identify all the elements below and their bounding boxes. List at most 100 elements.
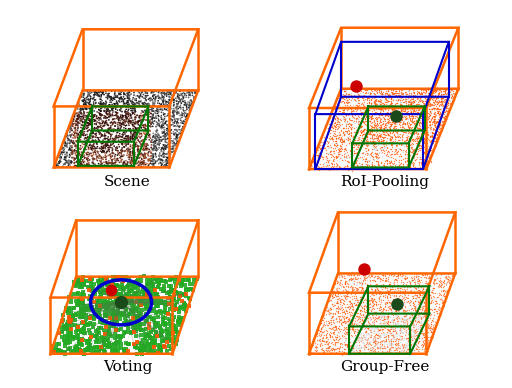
Point xyxy=(424,131,432,137)
Point xyxy=(139,118,147,124)
Point xyxy=(435,304,443,310)
Point xyxy=(452,89,460,95)
Point xyxy=(115,91,123,97)
Point xyxy=(359,271,367,277)
Point xyxy=(392,143,400,149)
Point xyxy=(386,292,394,298)
Point xyxy=(391,106,399,113)
Point xyxy=(394,114,402,120)
Point xyxy=(134,93,142,99)
Point xyxy=(68,338,76,344)
Point xyxy=(378,312,387,319)
Point xyxy=(401,298,410,305)
Point xyxy=(122,322,130,328)
Point xyxy=(392,317,400,324)
Point xyxy=(160,286,168,292)
Point xyxy=(161,136,169,142)
Point xyxy=(379,283,387,289)
Point xyxy=(97,92,105,99)
Point xyxy=(95,131,103,137)
Point xyxy=(348,269,356,275)
Point xyxy=(356,303,365,309)
Point xyxy=(360,308,368,314)
Point xyxy=(358,324,366,330)
Point xyxy=(409,138,417,144)
Point xyxy=(135,322,143,328)
Point xyxy=(347,161,355,168)
Point xyxy=(151,144,159,151)
Point xyxy=(173,140,181,146)
Point xyxy=(339,164,348,170)
Point xyxy=(353,157,361,163)
Point xyxy=(98,132,106,139)
Point xyxy=(101,142,110,148)
Point xyxy=(141,155,150,161)
Point xyxy=(382,307,391,313)
Point xyxy=(421,296,430,303)
Point xyxy=(383,160,391,166)
Point xyxy=(86,90,94,97)
Point xyxy=(385,281,393,287)
Point xyxy=(136,346,144,352)
Point xyxy=(420,157,429,163)
Point xyxy=(144,344,153,350)
Point xyxy=(311,163,319,170)
Point xyxy=(84,338,92,344)
Point xyxy=(137,343,145,350)
Point xyxy=(88,309,96,315)
Point xyxy=(427,325,435,331)
Point xyxy=(186,102,194,108)
Point xyxy=(168,146,176,152)
Point xyxy=(163,142,171,149)
Point xyxy=(332,339,340,345)
Point xyxy=(421,314,430,320)
Point xyxy=(154,156,162,163)
Point xyxy=(120,321,128,327)
Point xyxy=(319,334,327,340)
Point xyxy=(380,131,388,137)
Point xyxy=(61,154,69,160)
Point xyxy=(422,93,431,99)
Point xyxy=(355,165,364,171)
Point xyxy=(145,305,153,311)
Point xyxy=(432,112,440,118)
Point xyxy=(356,330,365,336)
Point xyxy=(141,301,150,307)
Point xyxy=(100,107,108,114)
Point xyxy=(57,329,66,335)
Point xyxy=(87,338,95,345)
Point xyxy=(331,138,339,144)
Point xyxy=(99,101,107,107)
Point xyxy=(63,334,72,340)
Point xyxy=(406,288,414,294)
Point xyxy=(416,313,424,319)
Point xyxy=(89,155,97,161)
Point xyxy=(157,286,165,292)
Point xyxy=(431,322,439,328)
Point xyxy=(77,291,86,297)
Point xyxy=(129,156,137,162)
Point xyxy=(323,163,331,169)
Point xyxy=(93,153,101,159)
Point xyxy=(358,339,367,345)
Point xyxy=(387,301,395,307)
Point xyxy=(126,303,134,309)
Point xyxy=(129,155,137,161)
Point xyxy=(312,331,320,337)
Point xyxy=(418,90,426,96)
Point xyxy=(353,100,361,106)
Point xyxy=(439,279,447,285)
Point xyxy=(63,132,72,138)
Point xyxy=(316,320,325,326)
Point xyxy=(370,139,378,145)
Point xyxy=(420,140,428,146)
Point xyxy=(360,342,368,348)
Point xyxy=(96,158,104,164)
Point xyxy=(117,345,125,351)
Point xyxy=(352,295,360,301)
Point xyxy=(112,127,120,133)
Point xyxy=(155,135,163,141)
Point xyxy=(375,344,383,350)
Point xyxy=(426,119,434,125)
Point xyxy=(143,111,151,118)
